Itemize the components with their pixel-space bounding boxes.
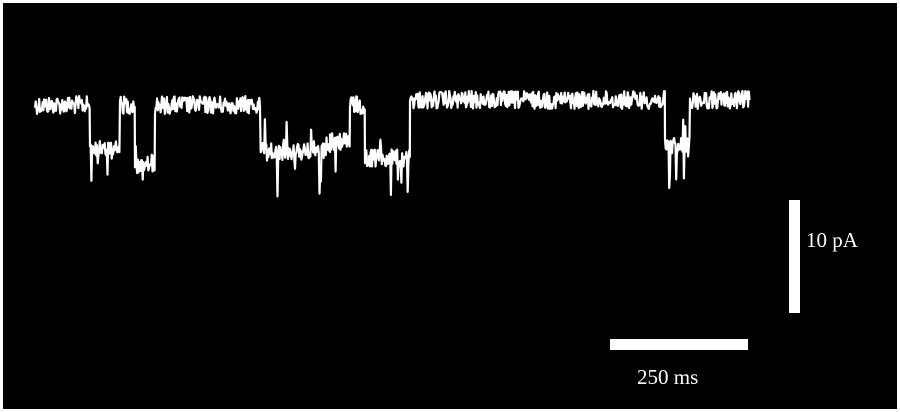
time-scale-bar xyxy=(610,339,748,350)
current-trace xyxy=(33,89,751,198)
current-scale-bar xyxy=(789,200,800,313)
time-scale-label: 250 ms xyxy=(637,365,698,389)
current-scale-label: 10 pA xyxy=(806,228,859,252)
background xyxy=(3,3,897,409)
